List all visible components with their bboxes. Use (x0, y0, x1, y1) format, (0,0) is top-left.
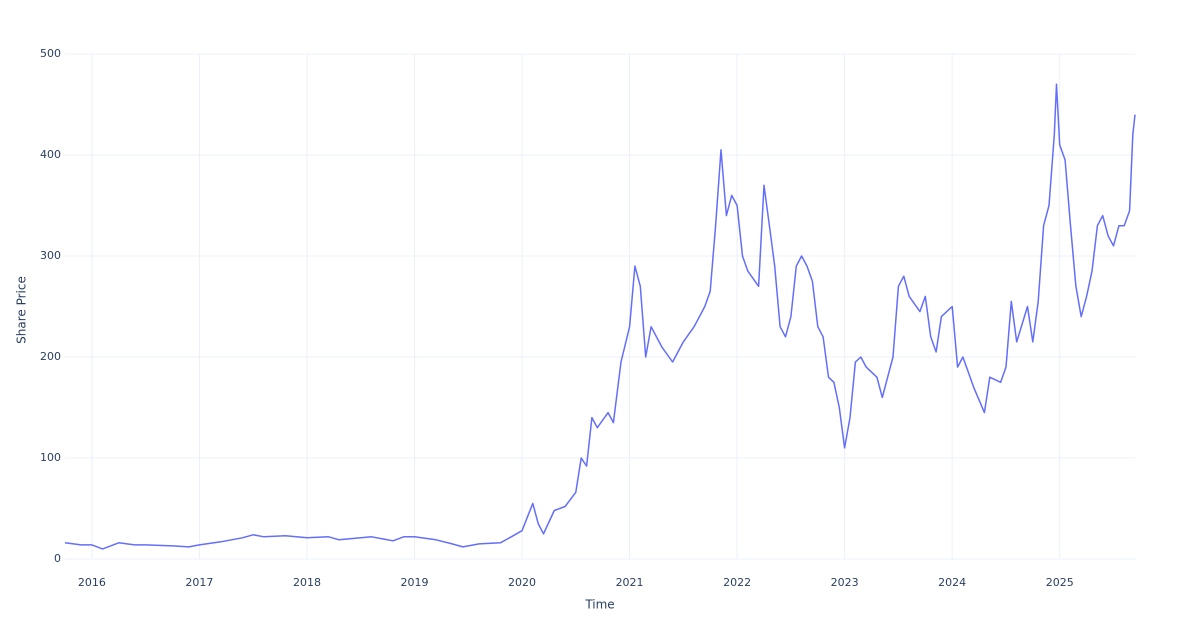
x-tick-label: 2017 (185, 576, 213, 589)
x-tick-label: 2019 (400, 576, 428, 589)
x-tick-label: 2018 (293, 576, 321, 589)
y-tick-label: 300 (40, 249, 61, 262)
y-tick-label: 500 (40, 47, 61, 60)
x-tick-label: 2016 (78, 576, 106, 589)
x-tick-label: 2023 (831, 576, 859, 589)
x-tick-label: 2021 (616, 576, 644, 589)
price-line (64, 83, 1136, 550)
y-tick-label: 0 (54, 552, 61, 565)
y-axis-title: Share Price (15, 276, 29, 344)
x-tick-label: 2022 (723, 576, 751, 589)
x-axis-title: Time (584, 598, 614, 612)
x-tick-label: 2020 (508, 576, 536, 589)
x-tick-label: 2025 (1046, 576, 1074, 589)
y-tick-label: 100 (40, 451, 61, 464)
y-tick-label: 200 (40, 350, 61, 363)
y-tick-label: 400 (40, 148, 61, 161)
x-tick-label: 2024 (938, 576, 966, 589)
